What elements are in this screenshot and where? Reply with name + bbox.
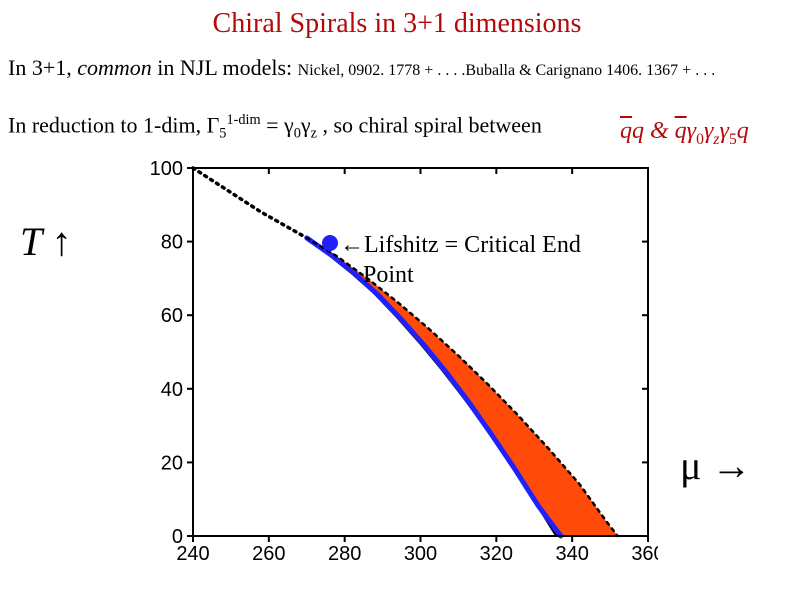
y-tick-label: 80 [161, 232, 183, 254]
y-tick-label: 20 [161, 452, 183, 474]
x-axis-label: μ → [680, 442, 751, 489]
lifshitz-point-marker [322, 235, 338, 251]
T-symbol: T [20, 219, 52, 264]
y-axis-label: T ↑ [20, 218, 72, 265]
chiral-spiral-region [307, 238, 618, 536]
x-tick-label: 300 [404, 543, 437, 565]
y-tick-label: 0 [172, 526, 183, 548]
blue-transition-curve [307, 238, 561, 536]
lifshitz-annotation-2: Point [363, 262, 414, 289]
x-tick-label: 360 [631, 543, 658, 565]
phase-diagram-chart: 240260280300320340360020406080100 [138, 158, 658, 578]
up-arrow-icon: ↑ [52, 219, 72, 264]
axis-frame [193, 168, 648, 536]
left-boundary-dashed [193, 168, 307, 238]
page-title: Chiral Spirals in 3+1 dimensions [0, 8, 794, 40]
line1-emph: common [77, 55, 152, 80]
line1-pre: In 3+1, [8, 55, 77, 80]
x-tick-label: 260 [252, 543, 285, 565]
left-boundary-solid [307, 238, 557, 536]
x-tick-label: 340 [555, 543, 588, 565]
intro-line: In 3+1, common in NJL models: Nickel, 09… [8, 55, 715, 81]
lifshitz-annotation-1: ←Lifshitz = Critical End [340, 232, 581, 259]
right-arrow-icon: → [711, 443, 751, 488]
x-tick-label: 320 [480, 543, 513, 565]
y-tick-label: 40 [161, 379, 183, 401]
x-tick-label: 280 [328, 543, 361, 565]
references: Nickel, 0902. 1778 + . . . .Buballa & Ca… [298, 62, 716, 79]
y-tick-label: 100 [150, 158, 183, 180]
line1-post: in NJL models: [152, 55, 298, 80]
condensates: qq & qγ0γzγ5q [620, 118, 749, 149]
mu-symbol: μ [680, 443, 711, 488]
y-tick-label: 60 [161, 305, 183, 327]
reduction-line: In reduction to 1-dim, Γ51-dim = γ0γz , … [8, 112, 542, 143]
